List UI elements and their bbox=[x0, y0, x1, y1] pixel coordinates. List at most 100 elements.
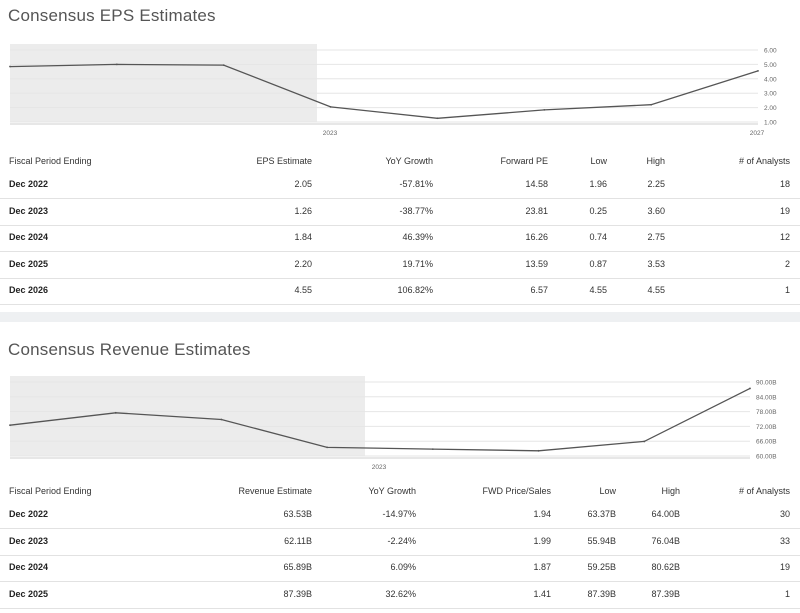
table-cell: 87.39B bbox=[651, 588, 680, 599]
table-cell: 0.25 bbox=[589, 205, 607, 216]
table-cell: 1 bbox=[784, 285, 790, 295]
table-cell: 4.55 bbox=[589, 285, 607, 295]
table-cell: 1.84 bbox=[294, 232, 312, 242]
table-cell: 4.55 bbox=[647, 285, 665, 295]
eps-section: Consensus EPS Estimates 1.00 2.00 3.00 4.00… bbox=[0, 6, 800, 305]
data-point bbox=[329, 105, 332, 108]
data-point bbox=[757, 69, 759, 72]
revenue-chart: 60.00B 66.00B 72.00B 78.00B 84.00B 90.00B 2023 bbox=[9, 376, 777, 470]
table-row: Dec 2024 65.89B 6.09% 1.87 59.25B 80.62B 19 bbox=[0, 555, 800, 582]
eps-chart: 1.00 2.00 3.00 4.00 5.00 6.00 2023 2027 bbox=[9, 44, 777, 137]
column-header[interactable]: Revenue Estimate bbox=[238, 486, 312, 496]
row-period: Dec 2025 bbox=[9, 588, 49, 599]
row-period: Dec 2026 bbox=[9, 285, 49, 295]
table-row: Dec 2024 1.84 46.39% 16.26 0.74 2.75 12 bbox=[0, 225, 800, 252]
table-cell: 106.82% bbox=[397, 285, 433, 295]
table-cell: 6.09% bbox=[390, 562, 416, 572]
table-cell: 3.60 bbox=[647, 205, 665, 216]
history-shade bbox=[10, 44, 317, 122]
table-header: Fiscal Period Ending EPS Estimate YoY Grow… bbox=[0, 152, 800, 172]
y-tick-label: 66.00B bbox=[756, 439, 777, 446]
column-header[interactable]: # of Analysts bbox=[738, 486, 790, 496]
row-period: Dec 2022 bbox=[9, 509, 49, 519]
table-cell: 63.37B bbox=[587, 509, 616, 519]
data-point bbox=[749, 387, 751, 390]
y-tick-label: 84.00B bbox=[756, 394, 777, 401]
x-tick-label: 2027 bbox=[750, 130, 765, 137]
column-header[interactable]: YoY Growth bbox=[385, 156, 433, 166]
table-row: Dec 2022 63.53B -14.97% 1.94 63.37B 64.00B 30 bbox=[0, 502, 800, 529]
table-cell: 59.25B bbox=[587, 562, 616, 572]
y-tick-label: 2.00 bbox=[764, 105, 777, 112]
data-point bbox=[326, 446, 329, 449]
column-header[interactable]: # of Analysts bbox=[738, 156, 790, 166]
column-header[interactable]: EPS Estimate bbox=[256, 156, 312, 166]
y-tick-label: 60.00B bbox=[756, 454, 777, 461]
series-line bbox=[9, 387, 751, 452]
table-header: Fiscal Period Ending Revenue Estimate YoY … bbox=[0, 482, 800, 502]
table-cell: 4.55 bbox=[294, 285, 312, 295]
table-cell: 13.59 bbox=[525, 258, 548, 269]
table-row: Dec 2023 1.26 -38.77% 23.81 0.25 3.60 19 bbox=[0, 199, 800, 226]
y-tick-label: 1.00 bbox=[764, 120, 777, 127]
table-cell: 80.62B bbox=[651, 562, 680, 572]
data-point bbox=[9, 424, 11, 427]
table-cell: -14.97% bbox=[382, 509, 416, 519]
table-cell: -2.24% bbox=[387, 535, 416, 546]
revenue-table: Fiscal Period Ending Revenue Estimate YoY … bbox=[0, 482, 800, 613]
table-cell: 1.96 bbox=[589, 179, 607, 189]
y-tick-label: 5.00 bbox=[764, 62, 777, 69]
table-cell: -38.77% bbox=[399, 205, 433, 216]
x-tick-label: 2023 bbox=[372, 464, 387, 470]
y-tick-label: 78.00B bbox=[756, 409, 777, 416]
row-period: Dec 2024 bbox=[9, 562, 49, 572]
table-cell: 33 bbox=[779, 535, 790, 546]
table-cell: 19.71% bbox=[402, 258, 433, 269]
column-header[interactable]: Fiscal Period Ending bbox=[9, 486, 92, 496]
table-row: Dec 2026 4.55 106.82% 6.57 4.55 4.55 1 bbox=[0, 278, 800, 305]
table-cell: 1.99 bbox=[533, 535, 551, 546]
table-cell: 87.39B bbox=[283, 588, 312, 599]
eps-title: Consensus EPS Estimates bbox=[8, 6, 216, 25]
table-cell: 23.81 bbox=[525, 205, 548, 216]
table-cell: 19 bbox=[779, 562, 790, 572]
data-point bbox=[537, 449, 540, 452]
table-cell: 2.05 bbox=[294, 179, 312, 189]
column-header[interactable]: FWD Price/Sales bbox=[482, 486, 551, 496]
table-cell: 87.39B bbox=[587, 588, 616, 599]
row-period: Dec 2023 bbox=[9, 205, 49, 216]
data-point bbox=[220, 418, 223, 421]
y-tick-label: 6.00 bbox=[764, 48, 777, 55]
row-period: Dec 2023 bbox=[9, 535, 49, 546]
y-tick-label: 90.00B bbox=[756, 380, 777, 387]
table-cell: 19 bbox=[779, 205, 790, 216]
column-header[interactable]: YoY Growth bbox=[368, 486, 416, 496]
column-header[interactable]: Low bbox=[599, 486, 616, 496]
table-cell: 0.74 bbox=[589, 232, 607, 242]
data-point bbox=[9, 65, 11, 68]
table-cell: 1.87 bbox=[533, 562, 551, 572]
table-row: Dec 2025 2.20 19.71% 13.59 0.87 3.53 2 bbox=[0, 252, 800, 279]
column-header[interactable]: Forward PE bbox=[500, 156, 548, 166]
table-cell: 65.89B bbox=[283, 562, 312, 572]
data-point bbox=[114, 411, 117, 414]
column-header[interactable]: High bbox=[661, 486, 680, 496]
table-cell: 2.20 bbox=[294, 258, 312, 269]
table-cell: 1 bbox=[784, 588, 790, 599]
table-cell: 30 bbox=[779, 509, 790, 519]
data-point bbox=[650, 103, 653, 106]
row-period: Dec 2024 bbox=[9, 232, 49, 242]
table-cell: 16.26 bbox=[525, 232, 548, 242]
data-point bbox=[115, 63, 118, 66]
column-header[interactable]: Low bbox=[590, 156, 607, 166]
table-cell: 62.11B bbox=[284, 535, 312, 546]
revenue-section: Consensus Revenue Estimates 60.00B 66.00B… bbox=[0, 322, 800, 613]
column-header[interactable]: Fiscal Period Ending bbox=[9, 156, 92, 166]
data-point bbox=[436, 117, 439, 120]
table-cell: 1.41 bbox=[533, 588, 551, 599]
data-point bbox=[222, 64, 225, 67]
table-cell: -57.81% bbox=[399, 179, 433, 189]
data-point bbox=[431, 448, 434, 450]
column-header[interactable]: High bbox=[646, 156, 665, 166]
table-cell: 0.87 bbox=[589, 258, 607, 269]
